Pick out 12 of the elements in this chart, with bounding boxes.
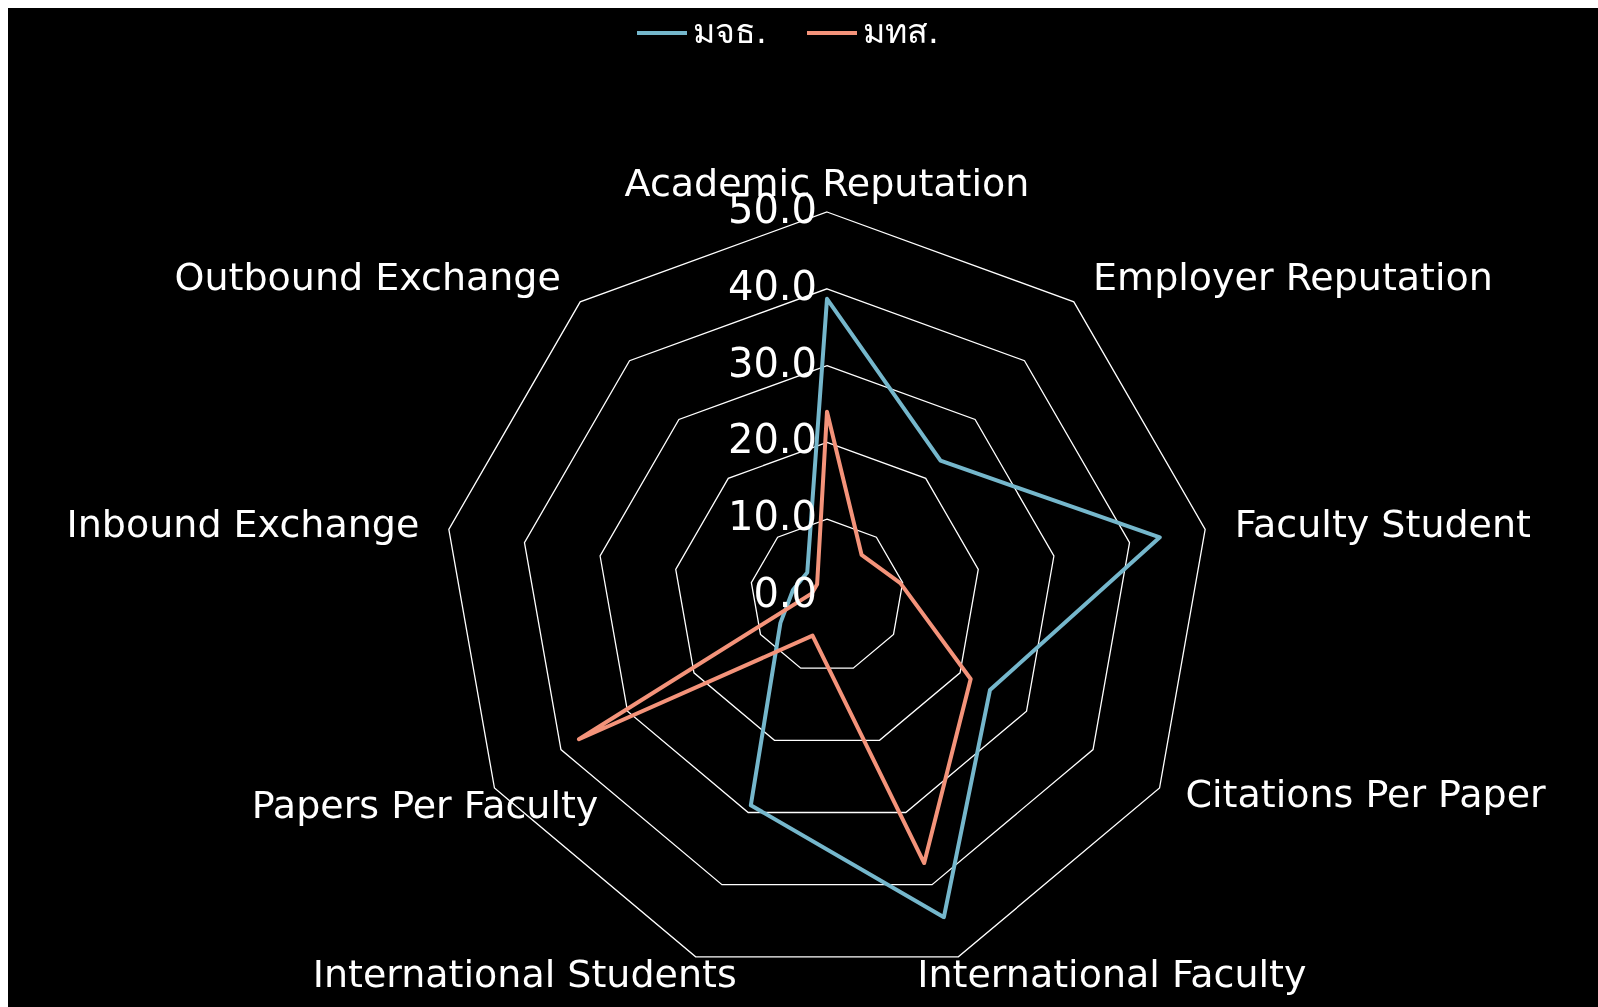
spoke-label: Employer Reputation: [1093, 254, 1493, 299]
y-tick-label: 20.0: [727, 416, 817, 463]
spoke-label: Outbound Exchange: [174, 254, 561, 299]
spoke-label: International Students: [312, 951, 737, 996]
legend-label: มทส.: [863, 10, 939, 51]
y-tick-label: 30.0: [727, 339, 817, 386]
y-tick-label: 40.0: [727, 262, 817, 309]
spoke-label: Inbound Exchange: [66, 502, 420, 547]
spoke-label: Citations Per Paper: [1185, 771, 1547, 816]
spoke-label: International Faculty: [917, 951, 1307, 996]
legend-label: มจธ.: [693, 10, 767, 51]
spoke-label: Faculty Student: [1234, 502, 1531, 547]
